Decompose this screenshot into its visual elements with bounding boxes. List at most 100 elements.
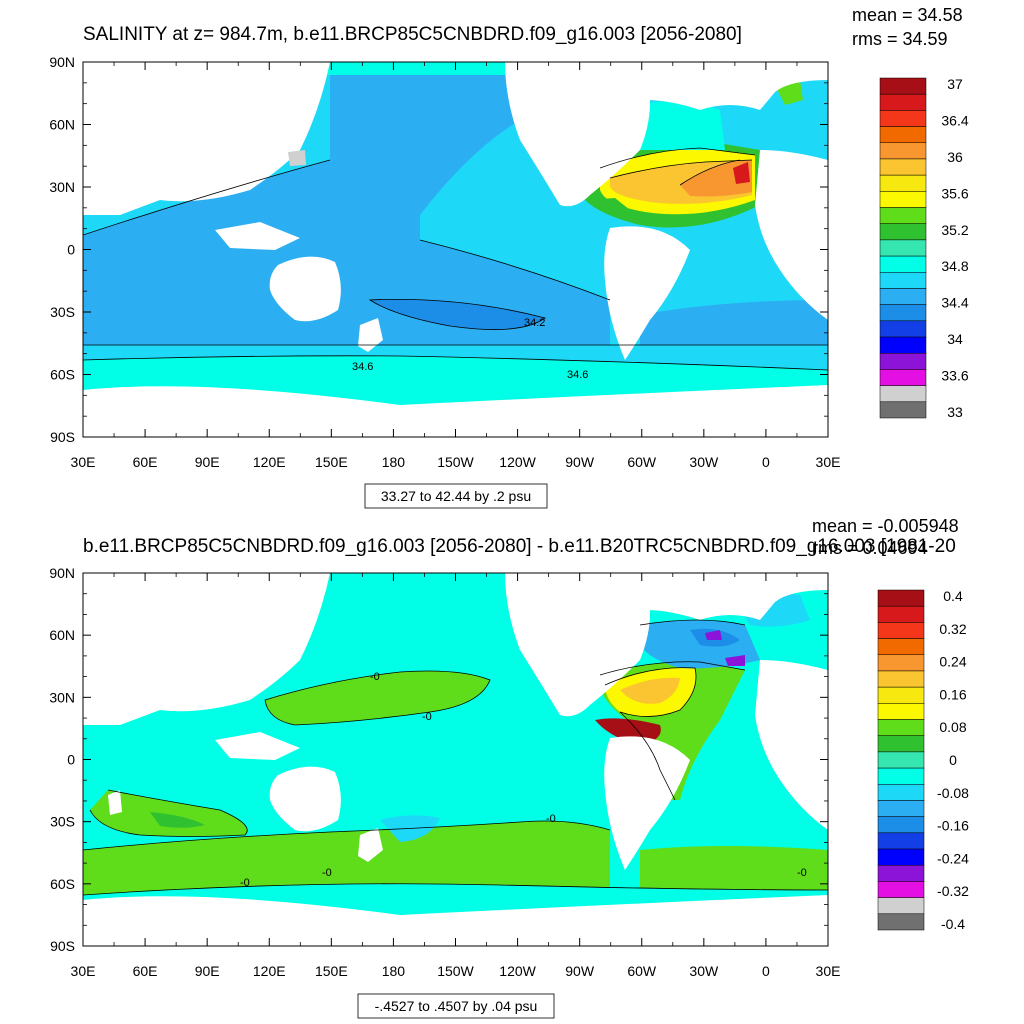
bottom-land-south-america — [604, 736, 690, 870]
top-colorbar-label: 33 — [947, 404, 963, 420]
top-land-europe-africa — [755, 150, 828, 320]
bottom-land-antarctica — [83, 895, 828, 946]
top-contour-line — [83, 355, 828, 371]
top-colorbar-swatch — [879, 223, 927, 241]
top-band-atlantic-36.8 — [733, 162, 750, 184]
top-contour-line — [83, 159, 331, 236]
top-info-box — [364, 483, 548, 509]
top-contour-label: 34.2 — [524, 317, 545, 329]
bottom-axis-ticks — [82, 572, 829, 947]
bottom-colorbar-swatch — [877, 589, 925, 607]
bottom-panel: b.e11.BRCP85C5CNBDRD.f09_g16.003 [2056-2… — [49, 516, 969, 1019]
bottom-lon-label: 60W — [627, 963, 657, 979]
top-colorbar-swatch — [879, 385, 927, 403]
top-lon-label: 120W — [499, 454, 536, 470]
top-lon-label: 150E — [315, 454, 348, 470]
top-colorbar-swatch — [879, 401, 927, 419]
bottom-colorbar-label: -0.24 — [937, 850, 969, 866]
top-lat-label: 90S — [50, 429, 75, 445]
bottom-lat-label: 0 — [67, 752, 75, 768]
bottom-colorbar-swatch — [877, 622, 925, 639]
bottom-land-arctic-greenland — [640, 573, 828, 620]
bottom-colorbar-swatch — [877, 832, 925, 850]
top-colorbar-swatch — [879, 352, 927, 370]
top-land-eurasia — [83, 62, 330, 215]
top-lon-label: 120E — [253, 454, 286, 470]
top-contour-line — [679, 159, 741, 186]
bottom-colorbar-label: 0.32 — [939, 621, 966, 637]
top-colorbar-swatch — [879, 288, 927, 305]
top-colorbar-swatch — [879, 207, 927, 224]
bottom-lat-label: 30S — [50, 814, 75, 830]
bottom-land-indonesia — [215, 732, 300, 760]
bottom-colorbar-swatch — [877, 881, 925, 898]
bottom-band-subpolar-purple2 — [725, 655, 745, 666]
top-contour-label: 34.6 — [567, 369, 588, 381]
bottom-band-indian-green-inner — [150, 812, 205, 828]
top-map — [83, 62, 828, 437]
bottom-land-eurasia — [83, 573, 330, 725]
bottom-contour-line — [264, 670, 491, 726]
top-colorbar-label: 37 — [947, 76, 963, 92]
bottom-colorbar-label: 0.08 — [939, 719, 966, 735]
top-colorbar-label: 34.4 — [941, 295, 968, 311]
bottom-contour-line — [604, 667, 697, 717]
bottom-colorbar-swatch — [877, 848, 925, 866]
bottom-lat-label: 30N — [49, 689, 75, 705]
bottom-colorbar-swatch — [877, 913, 925, 931]
top-colorbar-label: 35.2 — [941, 222, 968, 238]
bottom-lat-label: 90N — [49, 565, 75, 581]
bottom-lon-label: 180 — [382, 963, 406, 979]
bottom-colorbar-swatch — [877, 719, 925, 736]
top-land-new-zealand — [358, 318, 383, 352]
top-colorbar-swatch — [879, 110, 927, 127]
bottom-lon-label: 90W — [565, 963, 595, 979]
bottom-colorbar-swatch — [877, 800, 925, 817]
top-band-34.4-right — [640, 300, 828, 345]
bottom-colorbar-swatch — [877, 638, 925, 656]
bottom-lat-label: 60S — [50, 876, 75, 892]
top-colorbar-swatch — [879, 142, 927, 160]
top-land-gray-patch — [288, 150, 306, 166]
bottom-colorbar-label: -0.08 — [937, 785, 969, 801]
top-band-labrador — [640, 101, 725, 150]
bottom-colorbar-label: 0.4 — [943, 588, 963, 604]
top-colorbar-label: 34.8 — [941, 258, 968, 274]
bottom-land-madagascar — [108, 790, 122, 815]
bottom-colorbar-swatch — [877, 784, 925, 801]
bottom-contour-info: -.4527 to .4507 by .04 psu — [375, 998, 538, 1014]
top-colorbar-swatch — [879, 191, 927, 208]
bottom-colorbar-swatch — [877, 897, 925, 915]
top-lon-label: 90E — [195, 454, 220, 470]
top-lon-label: 30E — [71, 454, 96, 470]
top-lon-label: 180 — [382, 454, 406, 470]
top-contour-line — [419, 239, 611, 301]
bottom-colorbar: 0.4 0.32 0.24 0.16 0.08 0 -0.08 -0.16 -0.24 -0.32… — [877, 588, 969, 932]
top-lon-label: 90W — [565, 454, 595, 470]
bottom-contour-line — [639, 619, 746, 626]
top-colorbar-swatch — [879, 255, 927, 273]
top-colorbar-label: 36 — [947, 149, 963, 165]
top-lon-label: 30E — [816, 454, 841, 470]
top-colorbar-swatch — [879, 93, 927, 111]
top-colorbar-swatch — [879, 369, 927, 386]
bottom-lon-label: 30E — [816, 963, 841, 979]
bottom-colorbar-label: -0.16 — [937, 818, 969, 834]
bottom-lon-label: 30E — [71, 963, 96, 979]
top-colorbar-swatch — [879, 77, 927, 95]
top-contour-line — [609, 159, 753, 179]
bottom-lon-label: 150E — [315, 963, 348, 979]
top-stat-mean: mean = 34.58 — [852, 5, 963, 25]
bottom-colorbar-swatch — [877, 751, 925, 769]
top-lat-label: 30S — [50, 304, 75, 320]
top-band-southern-34.6 — [83, 345, 828, 370]
bottom-colorbar-swatch — [877, 605, 925, 623]
bottom-colorbar-label: -0.4 — [941, 916, 965, 932]
bottom-stat-mean: mean = -0.005948 — [812, 516, 959, 536]
top-lat-label: 90N — [49, 54, 75, 70]
bottom-contour-label: -0 — [240, 877, 250, 889]
bottom-colorbar-swatch — [877, 654, 925, 672]
top-band-34.4 — [83, 62, 610, 345]
bottom-land-australia — [269, 766, 341, 832]
